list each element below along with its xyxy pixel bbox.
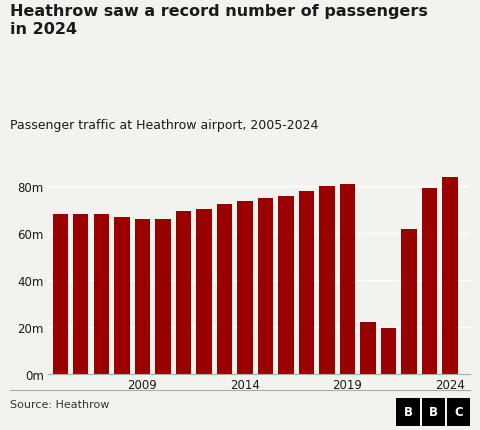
Bar xyxy=(196,210,212,374)
Bar xyxy=(53,215,68,374)
Bar xyxy=(134,219,150,374)
Bar xyxy=(401,230,417,374)
Bar xyxy=(237,202,252,374)
Bar xyxy=(114,217,130,374)
Bar xyxy=(299,191,314,374)
Text: Source: Heathrow: Source: Heathrow xyxy=(10,399,109,409)
Bar xyxy=(278,197,294,374)
Text: B: B xyxy=(404,405,412,418)
Bar xyxy=(422,188,437,374)
Bar xyxy=(176,211,191,374)
Text: C: C xyxy=(455,405,463,418)
Bar xyxy=(340,184,355,374)
Text: Heathrow saw a record number of passengers
in 2024: Heathrow saw a record number of passenge… xyxy=(10,4,428,37)
Bar xyxy=(94,215,109,374)
Bar xyxy=(319,186,335,374)
Bar xyxy=(360,322,375,374)
Bar xyxy=(73,215,88,374)
Text: Passenger traffic at Heathrow airport, 2005-2024: Passenger traffic at Heathrow airport, 2… xyxy=(10,118,318,131)
Bar xyxy=(442,177,457,374)
Bar xyxy=(258,198,273,374)
Bar xyxy=(155,220,170,374)
Bar xyxy=(381,329,396,374)
Text: B: B xyxy=(429,405,438,418)
Bar xyxy=(216,205,232,374)
